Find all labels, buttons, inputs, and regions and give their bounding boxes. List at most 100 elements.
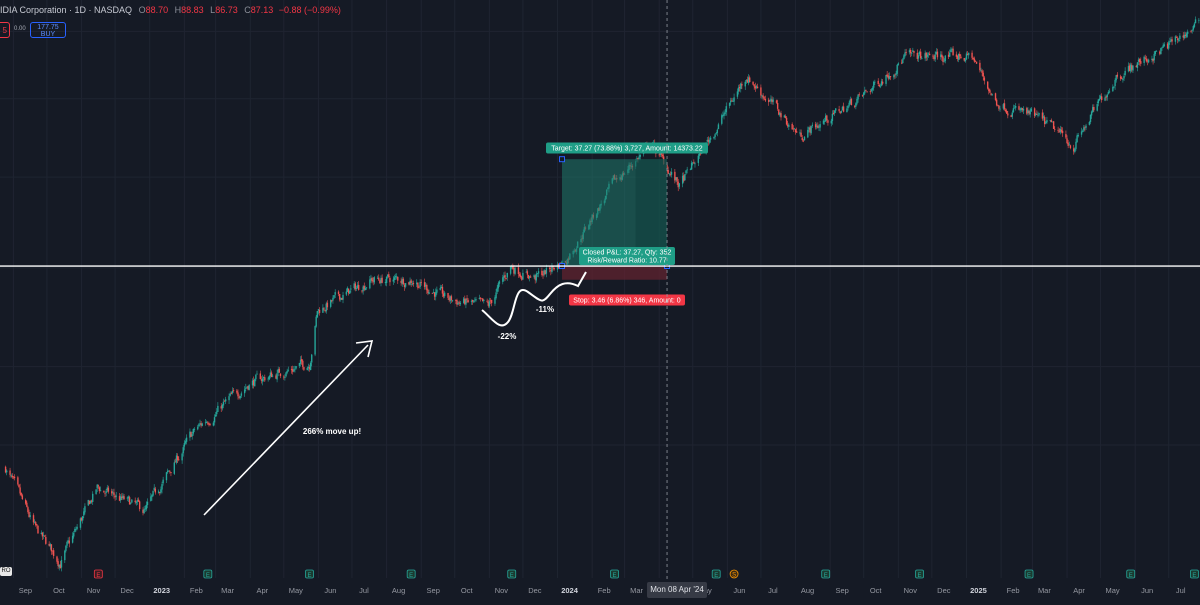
candle-body [998, 105, 1000, 109]
candle-body [725, 106, 727, 113]
candle-body [503, 275, 505, 278]
candle-body [1013, 107, 1016, 109]
candle-body [888, 76, 891, 79]
candle-body [349, 290, 351, 294]
candle-body [1127, 66, 1130, 72]
candle-body [826, 115, 828, 121]
candle-body [1112, 86, 1114, 92]
candle-body [927, 53, 930, 55]
candle-body [417, 282, 419, 288]
candle-body [889, 76, 892, 78]
candle-body [470, 300, 473, 302]
candle-body [1035, 113, 1037, 116]
candle-body [1020, 107, 1022, 111]
long-position-tool[interactable]: Target: 37.27 (73.88%) 3,727, Amount: 14… [546, 142, 708, 306]
candle-body [135, 501, 138, 503]
candle-body [1054, 129, 1056, 131]
candle-body [285, 372, 287, 377]
target-label-bg [546, 142, 708, 154]
candle-body [300, 359, 303, 362]
candle-body [675, 177, 677, 180]
candle-body [174, 461, 177, 463]
candle-body [245, 387, 247, 389]
candle-body [24, 499, 27, 504]
candle-body [433, 292, 436, 297]
candle-body [1076, 135, 1078, 143]
candle-body [693, 162, 695, 164]
candle-body [861, 94, 864, 96]
candle-body [43, 535, 46, 537]
buy-button[interactable]: 177.75 BUY [30, 22, 66, 38]
candle-body [381, 277, 383, 283]
candle-body [816, 126, 818, 127]
candle-body [668, 173, 670, 175]
candle-body [681, 175, 684, 184]
candle-body [733, 97, 735, 102]
candle-body [315, 316, 317, 327]
candle-body [942, 56, 944, 62]
earnings-marker-letter: E [96, 573, 100, 579]
candle-body [747, 77, 750, 84]
candle-body [553, 267, 555, 270]
candle-body [941, 54, 943, 58]
candle-body [1161, 47, 1163, 49]
candle-body [182, 447, 184, 454]
candle-body [213, 417, 216, 423]
candle-body [489, 300, 492, 302]
earnings-marker-letter: E [1027, 573, 1031, 579]
candle-body [66, 541, 68, 546]
candle-body [848, 102, 850, 106]
candle-body [151, 494, 153, 498]
candle-body [229, 393, 231, 396]
candle-body [1093, 106, 1095, 111]
candle-body [732, 101, 734, 102]
candle-body [64, 550, 66, 561]
candle-body [897, 63, 900, 65]
candle-body [487, 302, 489, 306]
candle-body [295, 366, 297, 369]
close-value: 87.13 [250, 5, 274, 15]
annotation-drop-22: -22% [498, 332, 517, 341]
candle-body [959, 53, 961, 57]
candle-body [894, 74, 896, 76]
candle-body [13, 476, 16, 479]
candle-body [753, 84, 755, 87]
candle-body [838, 109, 840, 111]
candle-body [935, 51, 938, 55]
candle-body [317, 309, 320, 311]
x-tick-label: Nov [87, 586, 101, 595]
position-handle[interactable] [559, 156, 566, 163]
candle-body [1108, 91, 1111, 93]
candle-body [394, 276, 397, 278]
candle-body [314, 326, 316, 355]
candle-body [1147, 59, 1150, 63]
candle-body [740, 83, 742, 89]
candle-body [1065, 134, 1067, 138]
earnings-marker [915, 569, 924, 579]
candle-body [1190, 30, 1192, 32]
sell-button[interactable]: 5 [0, 22, 10, 38]
candle-body [71, 535, 74, 543]
candle-body [443, 292, 446, 297]
candle-body [293, 369, 295, 372]
candle-body [146, 501, 149, 506]
stop-zone [562, 266, 668, 280]
candle-body [465, 299, 467, 305]
candle-body [142, 509, 144, 513]
earnings-marker [305, 569, 314, 579]
candle-body [1022, 108, 1025, 111]
candle-body [723, 113, 725, 116]
candle-body [975, 61, 978, 64]
candle-body [440, 286, 443, 289]
candle-body [388, 274, 390, 278]
candle-body [275, 375, 277, 379]
candle-body [1028, 111, 1030, 114]
x-tick-label: Dec [120, 586, 134, 595]
candle-body [145, 504, 148, 510]
candle-body [803, 136, 806, 141]
candle-body [902, 59, 904, 63]
candle-body [159, 492, 161, 494]
candle-body [1132, 65, 1134, 71]
